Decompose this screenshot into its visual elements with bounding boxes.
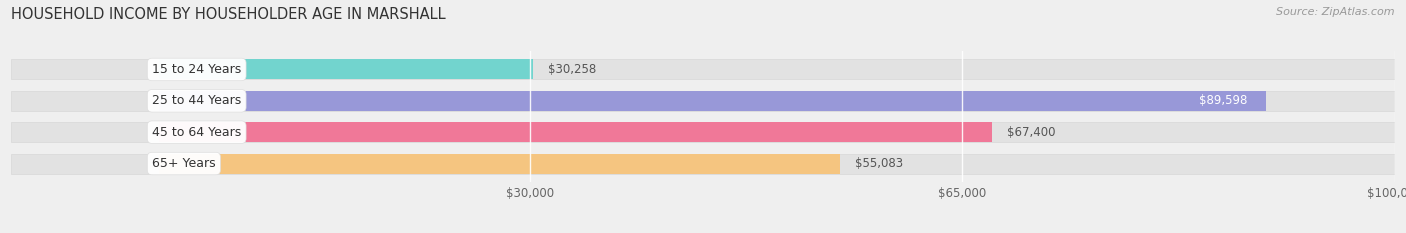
Bar <box>159 59 533 79</box>
Bar <box>11 154 1395 174</box>
Text: 15 to 24 Years: 15 to 24 Years <box>152 63 242 76</box>
Text: HOUSEHOLD INCOME BY HOUSEHOLDER AGE IN MARSHALL: HOUSEHOLD INCOME BY HOUSEHOLDER AGE IN M… <box>11 7 446 22</box>
Bar <box>11 91 1395 111</box>
Text: $55,083: $55,083 <box>855 157 903 170</box>
Text: 65+ Years: 65+ Years <box>152 157 215 170</box>
Text: 25 to 44 Years: 25 to 44 Years <box>152 94 242 107</box>
Text: Source: ZipAtlas.com: Source: ZipAtlas.com <box>1277 7 1395 17</box>
Text: $89,598: $89,598 <box>1199 94 1247 107</box>
Bar <box>159 154 839 174</box>
Bar <box>159 122 993 142</box>
Bar <box>159 91 1267 111</box>
Text: $67,400: $67,400 <box>1007 126 1056 139</box>
Bar <box>11 59 1395 79</box>
Bar <box>11 122 1395 142</box>
Text: $30,258: $30,258 <box>548 63 596 76</box>
Text: 45 to 64 Years: 45 to 64 Years <box>152 126 242 139</box>
